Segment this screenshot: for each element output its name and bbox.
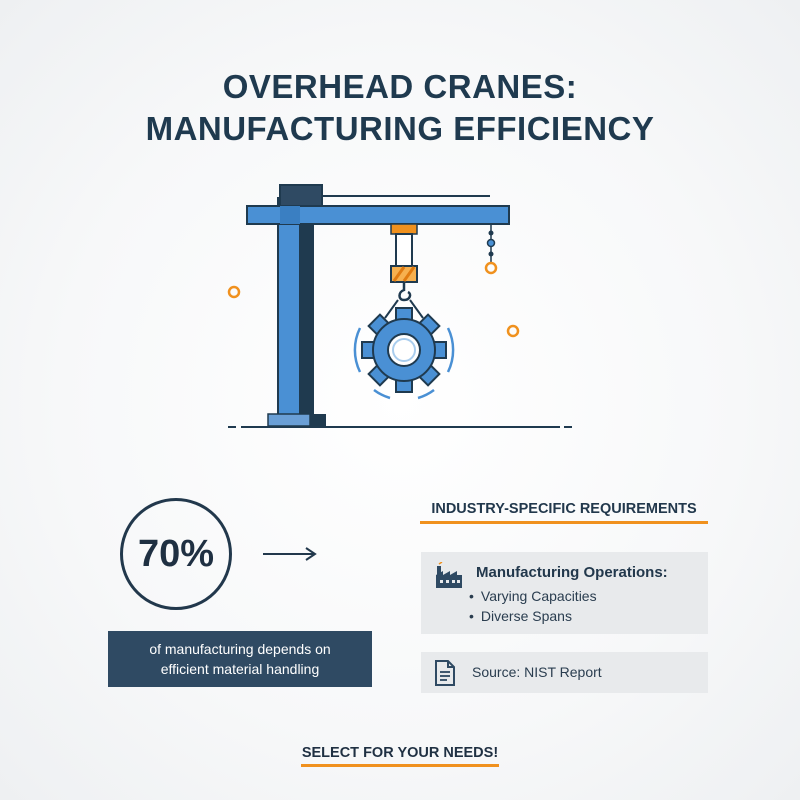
page-title: OVERHEAD CRANES: MANUFACTURING EFFICIENC… <box>0 66 800 150</box>
stat-caption: of manufacturing depends on efficient ma… <box>108 631 372 687</box>
crane-illustration <box>227 184 572 428</box>
requirements-card: Manufacturing Operations: Varying Capaci… <box>421 552 708 634</box>
requirements-card-title: Manufacturing Operations: <box>476 564 668 581</box>
source-card: Source: NIST Report <box>421 652 708 693</box>
cta: SELECT FOR YOUR NEEDS! <box>0 744 800 767</box>
crane-icon <box>246 184 510 427</box>
factory-icon <box>436 562 462 588</box>
title-line-1: OVERHEAD CRANES: <box>222 68 578 105</box>
cta-label: SELECT FOR YOUR NEEDS! <box>300 745 500 767</box>
requirements-list: Varying Capacities Diverse Spans <box>469 586 597 626</box>
arrow-right-icon <box>263 547 317 561</box>
source-text: Source: NIST Report <box>472 664 602 680</box>
stat-caption-text: of manufacturing depends on efficient ma… <box>149 641 331 677</box>
stat-circle: 70% <box>120 498 232 610</box>
hook-icon <box>384 223 424 319</box>
gear-icon <box>353 307 455 400</box>
list-item: Varying Capacities <box>469 586 597 606</box>
requirements-heading: INDUSTRY-SPECIFIC REQUIREMENTS <box>420 501 708 524</box>
list-item: Diverse Spans <box>469 606 597 626</box>
stat-value: 70% <box>137 532 215 575</box>
decor-dot-right <box>506 324 520 338</box>
chain-icon <box>484 224 498 275</box>
title-line-2: MANUFACTURING EFFICIENCY <box>145 110 655 147</box>
decor-dot-left <box>227 285 241 299</box>
document-icon <box>435 660 455 686</box>
